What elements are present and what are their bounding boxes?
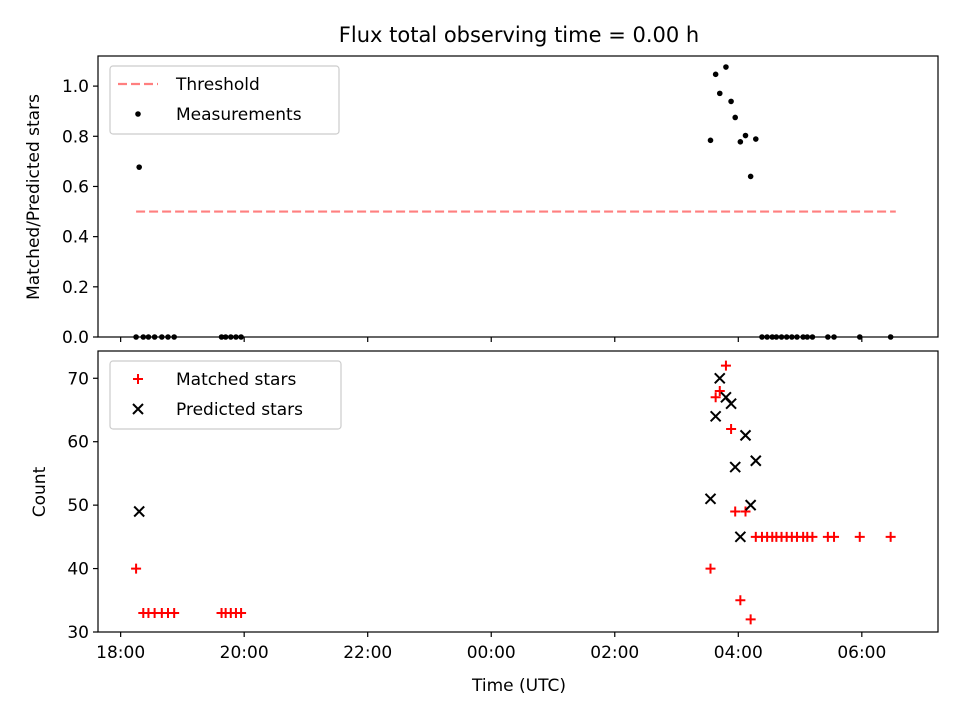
bottom-legend-label: Matched stars (176, 370, 296, 390)
x-tick-label: 20:00 (220, 643, 269, 663)
bottom-legend: Matched stars Predicted stars (109, 360, 342, 430)
bottom-legend-box (109, 360, 342, 430)
top-y-tick-label: 0.2 (62, 278, 89, 298)
top-axes: 0.0 0.2 0.4 0.6 0.8 1.0 (62, 77, 863, 348)
measurement-point (737, 139, 744, 145)
predicted-stars-point (725, 397, 737, 410)
bottom-y-tick-label: 60 (67, 433, 89, 453)
bottom-y-tick-label: 70 (67, 369, 89, 389)
matched-stars-point (720, 360, 731, 371)
measurement-point (728, 98, 734, 105)
bottom-y-tick-label: 40 (67, 560, 89, 580)
predicted-stars-point (744, 499, 757, 511)
predicted-stars-point (704, 493, 717, 505)
matched-stars-point (730, 506, 741, 517)
matched-stars-point (807, 531, 818, 542)
measurement-point (752, 136, 759, 142)
x-tick-label: 02:00 (590, 643, 639, 663)
measurement-point (135, 111, 141, 117)
matched-stars-point (745, 614, 756, 625)
measurement-point (136, 164, 142, 170)
chart-title: Flux total observing time = 0.00 h (339, 23, 699, 47)
bottom-panel: Count Time (UTC) 30 40 50 60 70 18:00 20:00 22:… (30, 350, 939, 696)
x-tick-label: 00:00 (467, 643, 516, 663)
bottom-plot-marks (131, 360, 896, 625)
matched-stars-point (735, 595, 746, 606)
top-y-tick-label: 0.6 (62, 177, 89, 197)
measurement-point (707, 137, 714, 144)
predicted-stars-point (714, 372, 726, 384)
measurement-point (723, 64, 729, 70)
top-plot-frame (97, 55, 939, 338)
matched-stars-point (885, 531, 896, 542)
top-legend-label: Measurements (176, 105, 302, 125)
matched-stars-point (726, 424, 737, 435)
predicted-stars-point (709, 410, 722, 423)
top-legend: Threshold Measurements (109, 65, 340, 135)
matched-stars-point (829, 531, 840, 542)
matched-stars-point (236, 607, 247, 618)
x-axis-label: Time (UTC) (471, 676, 566, 696)
bottom-y-tick-label: 50 (67, 496, 89, 516)
top-y-tick-label: 0.0 (62, 328, 89, 348)
measurement-point (747, 173, 754, 180)
measurement-point (716, 90, 723, 97)
matched-stars-point (714, 385, 725, 396)
predicted-stars-point (133, 505, 145, 518)
measurement-point (712, 71, 719, 78)
matched-stars-point (133, 374, 143, 384)
measurement-point (742, 132, 749, 139)
bottom-axes: 30 40 50 60 70 18:00 20:00 22:00 00:00 02:00 04:00… (67, 369, 886, 663)
top-y-tick-label: 0.4 (62, 228, 89, 248)
matched-stars-point (854, 531, 865, 542)
top-y-tick-label: 1.0 (62, 77, 89, 97)
matched-stars-point (705, 563, 716, 574)
matched-stars-point (740, 506, 751, 517)
matched-stars-point (710, 392, 721, 403)
predicted-stars-point (734, 531, 747, 543)
matched-stars-point (131, 563, 142, 574)
bottom-y-axis-label: Count (30, 466, 50, 517)
measurement-point (732, 114, 739, 121)
predicted-stars-point (750, 455, 762, 467)
predicted-stars-point (739, 429, 752, 442)
predicted-stars-point (729, 461, 741, 473)
top-y-tick-label: 0.8 (62, 127, 89, 147)
top-panel: Flux total observing time = 0.00 h Match… (24, 23, 939, 348)
matched-stars-point (169, 607, 180, 618)
predicted-stars-point (132, 403, 144, 415)
bottom-y-tick-label: 30 (67, 623, 89, 643)
x-tick-label: 06:00 (837, 643, 886, 663)
bottom-legend-label: Predicted stars (176, 400, 303, 420)
x-tick-label: 22:00 (343, 643, 392, 663)
top-legend-label: Threshold (175, 75, 260, 95)
top-y-axis-label: Matched/Predicted stars (24, 94, 44, 300)
x-tick-label: 18:00 (96, 643, 145, 663)
top-legend-box (109, 65, 340, 135)
bottom-plot-frame (97, 350, 939, 633)
x-tick-label: 04:00 (714, 643, 763, 663)
